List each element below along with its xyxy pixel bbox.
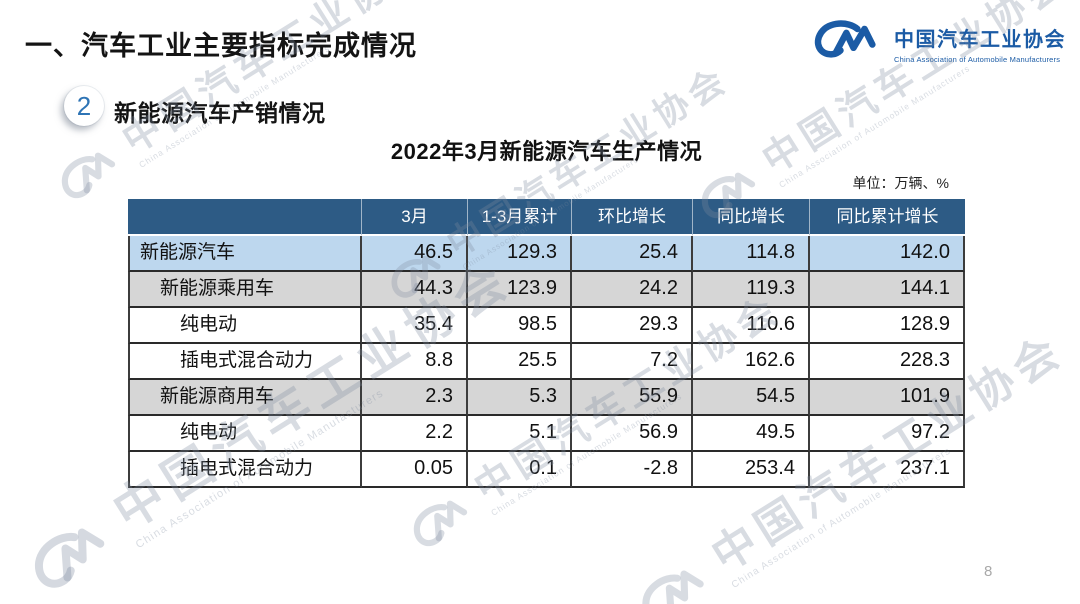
cell-value: 0.1 — [468, 452, 572, 488]
cell-value: 101.9 — [810, 380, 965, 416]
cell-value: 46.5 — [362, 236, 468, 272]
page-title: 一、汽车工业主要指标完成情况 — [25, 31, 417, 61]
cell-value: 129.3 — [468, 236, 572, 272]
cell-value: 144.1 — [810, 272, 965, 308]
row-label: 纯电动 — [128, 416, 362, 452]
row-label: 新能源乘用车 — [128, 272, 362, 308]
cell-value: 54.5 — [693, 380, 810, 416]
column-header-mom: 环比增长 — [572, 199, 693, 236]
column-header-blank — [128, 199, 362, 236]
cell-value: 35.4 — [362, 308, 468, 344]
cell-value: 24.2 — [572, 272, 693, 308]
cell-value: 2.3 — [362, 380, 468, 416]
row-label: 插电式混合动力 — [128, 452, 362, 488]
cell-value: 97.2 — [810, 416, 965, 452]
cell-value: 25.5 — [468, 344, 572, 380]
cell-value: 56.9 — [572, 416, 693, 452]
logo-name-cn: 中国汽车工业协会 — [894, 29, 1066, 51]
column-header-march: 3月 — [362, 199, 468, 236]
caam-logo-watermark-icon — [61, 152, 116, 199]
column-header-cumulative: 1-3月累计 — [468, 199, 572, 236]
caam-logo-watermark-icon — [413, 500, 468, 547]
row-label: 插电式混合动力 — [128, 344, 362, 380]
cell-value: 8.8 — [362, 344, 468, 380]
cell-value: 29.3 — [572, 308, 693, 344]
cell-value: 55.9 — [572, 380, 693, 416]
cell-value: 128.9 — [810, 308, 965, 344]
cell-value: 119.3 — [693, 272, 810, 308]
cell-value: 162.6 — [693, 344, 810, 380]
table-title: 2022年3月新能源汽车生产情况 — [390, 139, 703, 164]
cell-value: 49.5 — [693, 416, 810, 452]
nev-production-table: 3月 1-3月累计 环比增长 同比增长 同比累计增长 新能源汽车 46.5 12… — [128, 199, 965, 488]
row-label: 新能源汽车 — [128, 236, 362, 272]
cell-value: 7.2 — [572, 344, 693, 380]
caam-logo-watermark-icon — [34, 528, 105, 588]
cell-value: 253.4 — [693, 452, 810, 488]
cell-value: 114.8 — [693, 236, 810, 272]
caam-logo: 中国汽车工业协会 China Association of Automobile… — [808, 14, 1066, 66]
column-header-yoy-cum: 同比累计增长 — [810, 199, 965, 236]
logo-name-en: China Association of Automobile Manufact… — [894, 55, 1061, 64]
cell-value: 237.1 — [810, 452, 965, 488]
cell-value: 0.05 — [362, 452, 468, 488]
cell-value: 2.2 — [362, 416, 468, 452]
caam-cm-monogram-icon — [814, 20, 876, 58]
unit-label: 单位：万辆、% — [852, 175, 949, 191]
cell-value: 142.0 — [810, 236, 965, 272]
column-header-yoy: 同比增长 — [693, 199, 810, 236]
caam-logo-watermark-icon — [642, 570, 704, 604]
page-number: 8 — [984, 563, 993, 580]
row-label: 纯电动 — [128, 308, 362, 344]
cell-value: 25.4 — [572, 236, 693, 272]
cell-value: 98.5 — [468, 308, 572, 344]
section-title: 新能源汽车产销情况 — [114, 100, 326, 126]
cell-value: 5.1 — [468, 416, 572, 452]
section-number-badge: 2 — [64, 86, 104, 126]
row-label: 新能源商用车 — [128, 380, 362, 416]
cell-value: 44.3 — [362, 272, 468, 308]
cell-value: 5.3 — [468, 380, 572, 416]
cell-value: -2.8 — [572, 452, 693, 488]
cell-value: 228.3 — [810, 344, 965, 380]
cell-value: 110.6 — [693, 308, 810, 344]
cell-value: 123.9 — [468, 272, 572, 308]
